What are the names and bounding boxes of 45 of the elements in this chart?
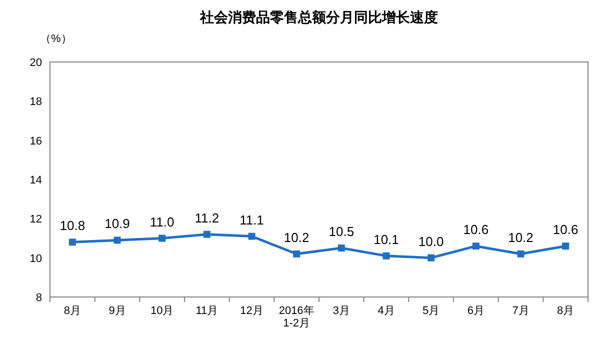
point [562, 242, 570, 250]
data-label: 10.0 [418, 234, 444, 249]
x-tick-label: 7月 [512, 305, 530, 317]
data-label: 10.2 [508, 230, 534, 245]
data-label: 10.1 [374, 232, 399, 247]
y-tick-label: 12 [30, 214, 42, 226]
point [472, 242, 480, 250]
x-tick-label: 9月 [108, 305, 126, 317]
point [293, 250, 300, 258]
data-label: 10.2 [284, 230, 310, 245]
point [428, 254, 435, 262]
y-tick-label: 16 [30, 135, 42, 148]
y-tick-label: 18 [30, 96, 42, 108]
y-tick-label: 14 [30, 174, 42, 186]
point [203, 230, 210, 238]
point [114, 236, 121, 244]
point [248, 232, 256, 240]
y-tick-label: 20 [30, 57, 42, 69]
data-label: 10.5 [328, 224, 354, 240]
point [158, 234, 166, 242]
data-label: 10.8 [60, 218, 86, 234]
data-label: 10.6 [552, 222, 578, 238]
x-tick-label: 6月 [467, 305, 484, 317]
data-label: 10.6 [463, 222, 489, 238]
point [382, 252, 390, 260]
y-axis-title: （%） [40, 33, 72, 45]
data-label: 11.0 [150, 214, 174, 230]
x-tick-label: 5月 [422, 305, 440, 317]
chart-title: 社会消费品零售总额分月同比增长速度 [199, 9, 438, 25]
y-tick-label: 8 [36, 292, 42, 304]
point [517, 250, 524, 258]
point [338, 244, 345, 252]
y-tick-label: 10 [30, 252, 42, 265]
x-tick-label: 4月 [378, 305, 395, 317]
x-tick-label: 8月 [64, 305, 81, 317]
x-tick-label: 2016年 1-2月 [278, 305, 314, 330]
data-label: 10.9 [104, 216, 130, 232]
x-tick-label: 3月 [332, 305, 350, 317]
data-label: 11.2 [194, 210, 220, 226]
x-tick-label: 11月 [196, 305, 218, 317]
data-label: 11.1 [240, 212, 264, 228]
point [68, 238, 76, 246]
x-tick-label: 10月 [150, 305, 174, 317]
x-tick-label: 8月 [557, 305, 574, 317]
x-tick-label: 12月 [240, 305, 264, 317]
